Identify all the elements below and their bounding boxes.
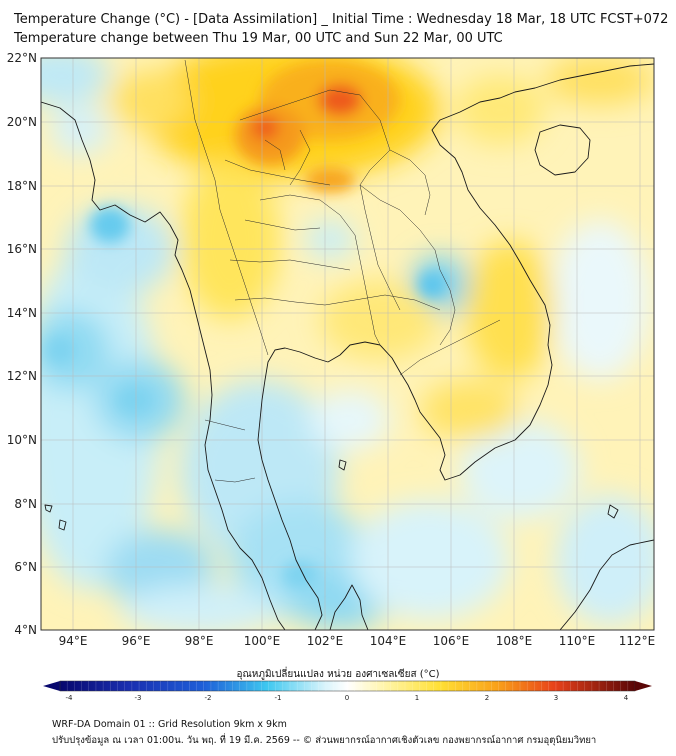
lat-label: 4°N bbox=[14, 623, 37, 637]
lon-label: 108°E bbox=[496, 634, 533, 648]
lat-label: 12°N bbox=[7, 369, 37, 383]
footer-model-info: WRF-DA Domain 01 :: Grid Resolution 9km … bbox=[52, 719, 287, 730]
graticule bbox=[41, 58, 654, 630]
lon-label: 102°E bbox=[307, 634, 344, 648]
lon-label: 100°E bbox=[244, 634, 281, 648]
lon-label: 112°E bbox=[619, 634, 656, 648]
latitude-labels: 22°N 20°N 18°N 16°N 14°N 12°N 10°N 8°N 6… bbox=[7, 51, 37, 637]
admin-borders bbox=[184, 59, 501, 483]
colorbar-min-arrow bbox=[43, 681, 60, 691]
lat-label: 8°N bbox=[14, 497, 37, 511]
colorbar-tick: -1 bbox=[275, 694, 282, 702]
colorbar-tick: 1 bbox=[415, 694, 419, 702]
colorbar-tick: 3 bbox=[554, 694, 558, 702]
temperature-field bbox=[41, 58, 654, 630]
lat-label: 6°N bbox=[14, 560, 37, 574]
map-title: Temperature Change (°C) - [Data Assimila… bbox=[14, 12, 669, 27]
colorbar-tick: 2 bbox=[485, 694, 489, 702]
lon-label: 96°E bbox=[122, 634, 151, 648]
colorbar-max-arrow bbox=[635, 681, 652, 691]
colorbar-tick: -4 bbox=[66, 694, 74, 702]
colorbar: -4 -3 -2 -1 0 1 2 3 4 bbox=[43, 680, 652, 702]
lat-label: 16°N bbox=[7, 242, 37, 256]
colorbar-title: อุณหภูมิเปลี่ยนแปลง หน่วย องศาเซลเซียส (… bbox=[236, 669, 440, 680]
lat-label: 22°N bbox=[7, 51, 37, 65]
lon-label: 110°E bbox=[559, 634, 596, 648]
coastlines bbox=[41, 63, 654, 630]
footer-update-info: ปรับปรุงข้อมูล ณ เวลา 01:00น. วัน พฤ. ที… bbox=[52, 735, 597, 746]
colorbar-tick: 0 bbox=[345, 694, 349, 702]
colorbar-tick: -2 bbox=[205, 694, 212, 702]
lat-label: 10°N bbox=[7, 433, 37, 447]
lat-label: 20°N bbox=[7, 115, 37, 129]
lon-label: 94°E bbox=[59, 634, 88, 648]
lon-label: 104°E bbox=[370, 634, 407, 648]
lon-label: 106°E bbox=[433, 634, 470, 648]
lon-label: 98°E bbox=[185, 634, 214, 648]
longitude-labels: 94°E 96°E 98°E 100°E 102°E 104°E 106°E 1… bbox=[59, 634, 656, 648]
colorbar-tick: -3 bbox=[135, 694, 142, 702]
map-subtitle: Temperature change between Thu 19 Mar, 0… bbox=[14, 31, 503, 46]
colorbar-tick: 4 bbox=[624, 694, 629, 702]
map-frame bbox=[40, 57, 655, 631]
lat-label: 14°N bbox=[7, 306, 37, 320]
lat-label: 18°N bbox=[7, 179, 37, 193]
